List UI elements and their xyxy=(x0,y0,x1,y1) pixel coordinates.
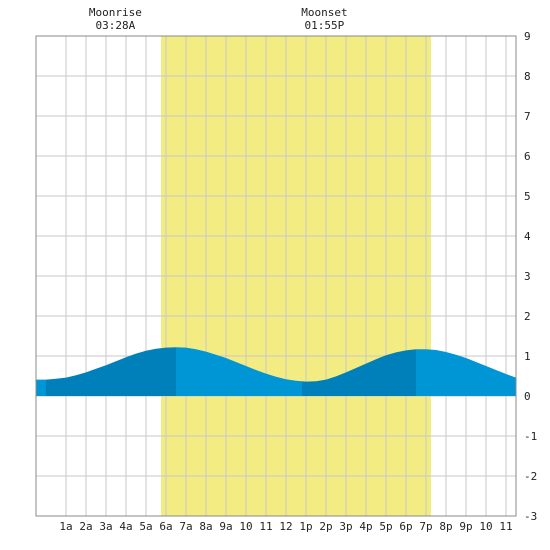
x-tick-label: 1p xyxy=(299,520,312,533)
y-tick-labels: 9 8 7 6 5 4 3 2 1 0 -1 -2 -3 xyxy=(524,30,537,523)
moon-event-label: Moonset xyxy=(301,6,347,19)
x-tick-labels: 1a 2a 3a 4a 5a 6a 7a 8a 9a 10 11 12 1p 2p 3p 4p 5p 6p 7p 8p… xyxy=(59,520,512,533)
y-tick-label: 7 xyxy=(524,110,531,123)
x-tick-label: 6p xyxy=(399,520,412,533)
y-tick-label: 6 xyxy=(524,150,531,163)
y-tick-label: 3 xyxy=(524,270,531,283)
y-tick-label: -2 xyxy=(524,470,537,483)
x-tick-label: 8a xyxy=(199,520,212,533)
x-tick-label: 1a xyxy=(59,520,72,533)
moon-event-time: 03:28A xyxy=(96,19,136,32)
x-tick-label: 5a xyxy=(139,520,152,533)
x-tick-label: 11 xyxy=(499,520,512,533)
x-tick-label: 2p xyxy=(319,520,332,533)
x-tick-label: 11 xyxy=(259,520,272,533)
x-tick-label: 10 xyxy=(479,520,492,533)
x-tick-label: 4p xyxy=(359,520,372,533)
x-tick-label: 8p xyxy=(439,520,452,533)
x-tick-label: 9p xyxy=(459,520,472,533)
y-tick-label: 1 xyxy=(524,350,531,363)
x-tick-label: 7a xyxy=(179,520,192,533)
y-tick-label: 0 xyxy=(524,390,531,403)
x-tick-label: 10 xyxy=(239,520,252,533)
x-tick-label: 7p xyxy=(419,520,432,533)
x-tick-label: 2a xyxy=(79,520,92,533)
y-tick-label: 8 xyxy=(524,70,531,83)
x-tick-label: 4a xyxy=(119,520,132,533)
x-tick-label: 5p xyxy=(379,520,392,533)
moon-event-time: 01:55P xyxy=(305,19,345,32)
x-tick-label: 3a xyxy=(99,520,112,533)
x-tick-label: 9a xyxy=(219,520,232,533)
moon-event-label: Moonrise xyxy=(89,6,142,19)
y-tick-label: -1 xyxy=(524,430,537,443)
plot-border xyxy=(35,35,517,517)
x-tick-label: 6a xyxy=(159,520,172,533)
y-tick-label: 2 xyxy=(524,310,531,323)
y-tick-label: 9 xyxy=(524,30,531,43)
y-tick-label: 5 xyxy=(524,190,531,203)
y-tick-label: -3 xyxy=(524,510,537,523)
y-tick-label: 4 xyxy=(524,230,531,243)
x-tick-label: 3p xyxy=(339,520,352,533)
x-tick-label: 12 xyxy=(279,520,292,533)
